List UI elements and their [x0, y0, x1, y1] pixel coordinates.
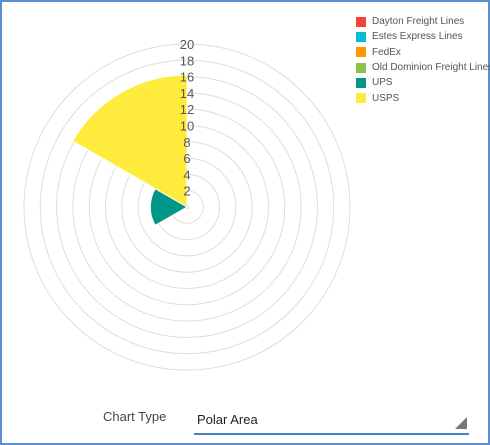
- chart-type-label: Chart Type: [103, 409, 167, 424]
- grid-ring: [23, 43, 351, 371]
- legend-swatch: [356, 47, 366, 58]
- legend-item-estes[interactable]: Estes Express Lines: [356, 29, 490, 44]
- legend-label: UPS: [372, 77, 393, 89]
- legend-item-dayton[interactable]: Dayton Freight Lines: [356, 14, 490, 29]
- legend-label: Dayton Freight Lines: [372, 16, 465, 28]
- r-tick-label: 8: [183, 135, 190, 150]
- grid-ring: [39, 59, 335, 355]
- legend: Dayton Freight Lines Estes Express Lines…: [356, 14, 490, 106]
- legend-item-old-dominion[interactable]: Old Dominion Freight Lines: [356, 60, 490, 75]
- legend-swatch: [356, 31, 366, 42]
- legend-swatch: [356, 93, 366, 104]
- r-tick-label: 20: [180, 37, 194, 52]
- chart-controls: Chart Type Polar Area: [2, 402, 488, 442]
- legend-label: USPS: [372, 92, 400, 104]
- slice-usps[interactable]: [71, 74, 188, 208]
- dropdown-arrow-icon: [455, 417, 467, 429]
- r-tick-label: 18: [180, 53, 194, 68]
- legend-swatch: [356, 16, 366, 27]
- r-tick-label: 6: [183, 151, 190, 166]
- r-tick-label: 14: [180, 86, 194, 101]
- r-tick-label: 2: [183, 184, 190, 199]
- chart-type-value: Polar Area: [197, 412, 258, 427]
- legend-item-usps[interactable]: USPS: [356, 90, 490, 105]
- legend-swatch: [356, 62, 366, 73]
- r-tick-label: 4: [183, 167, 190, 182]
- legend-label: Old Dominion Freight Lines: [372, 62, 490, 74]
- legend-label: FedEx: [372, 46, 401, 58]
- r-tick-label: 12: [180, 102, 194, 117]
- legend-swatch: [356, 77, 366, 88]
- r-tick-label: 16: [180, 70, 194, 85]
- chart-type-select[interactable]: Polar Area: [194, 406, 469, 435]
- legend-item-ups[interactable]: UPS: [356, 75, 490, 90]
- r-tick-label: 10: [180, 119, 194, 134]
- legend-item-fedex[interactable]: FedEx: [356, 45, 490, 60]
- legend-label: Estes Express Lines: [372, 31, 463, 43]
